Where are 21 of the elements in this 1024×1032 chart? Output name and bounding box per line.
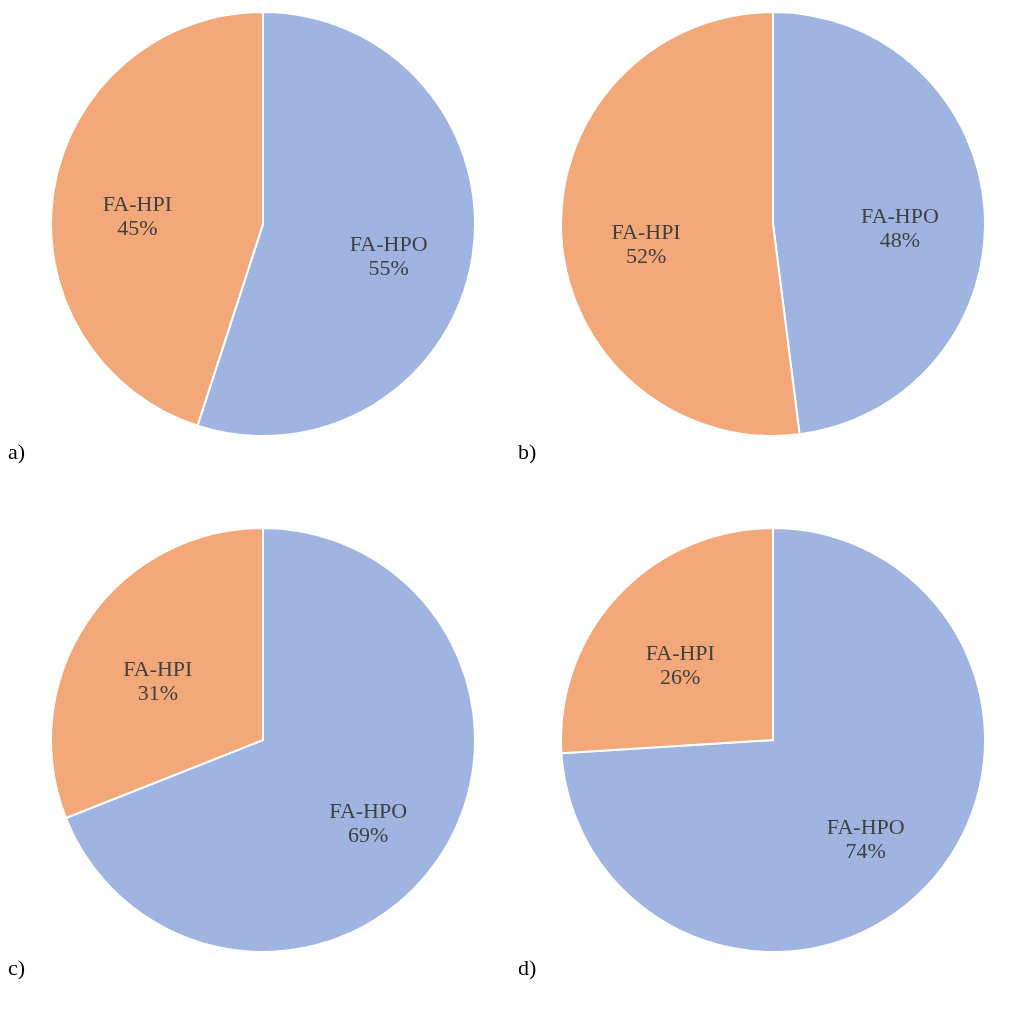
slice-label: FA-HPI <box>645 639 715 665</box>
text: b) <box>518 439 537 464</box>
text: d) <box>518 955 537 980</box>
slice-label: FA-HPO <box>349 230 428 256</box>
data-label: 52% <box>625 242 667 268</box>
data-label: 69% <box>348 822 389 848</box>
slice-label: FA-HPO <box>826 814 905 840</box>
text: c) <box>8 955 26 980</box>
slice-label: FA-HPI <box>611 218 681 244</box>
data-label: 74% <box>845 838 886 864</box>
pie-slice <box>560 527 986 953</box>
data-label: 48% <box>879 227 921 253</box>
data-label: 45% <box>117 215 158 241</box>
slice-label: FA-HPO <box>861 203 939 229</box>
data-label: 31% <box>137 679 178 705</box>
slice-label: FA-HPO <box>329 798 408 824</box>
slice-label: FA-HPI <box>102 191 172 217</box>
data-label: 55% <box>368 254 409 280</box>
text: a) <box>8 439 26 464</box>
data-label: 26% <box>660 663 701 689</box>
slice-label: FA-HPI <box>123 655 193 681</box>
